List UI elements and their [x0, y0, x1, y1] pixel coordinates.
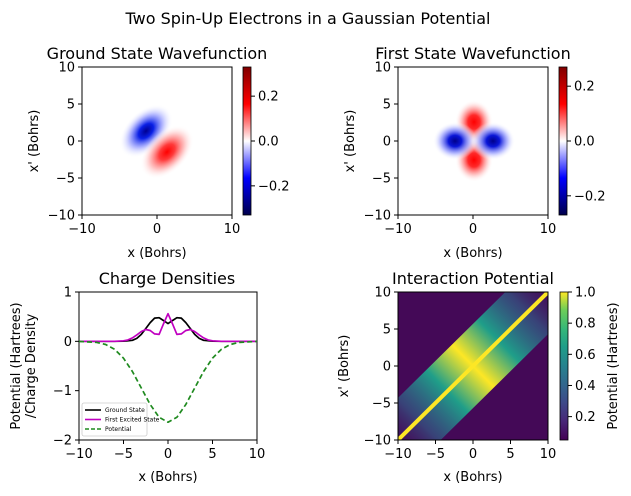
x-tick-label: 0 [153, 222, 161, 237]
panel-title: First State Wavefunction [375, 44, 570, 63]
panel-interaction-potential: Interaction Potential −10 −5 0 5 10 −10 −5 0 5 10… [337, 269, 621, 485]
y-tick-label: 0 [383, 360, 391, 375]
axes-ticks: −10 −5 0 5 10−2−101 [53, 286, 265, 463]
colorbar-tick-label: −0.2 [258, 179, 290, 194]
colorbar-tick-label: 0.2 [258, 90, 279, 105]
y-tick-label: −5 [372, 397, 391, 412]
negative-lobe-right [471, 122, 515, 160]
y-axis-label: x' (Bohrs) [27, 110, 42, 173]
panel-title: Ground State Wavefunction [47, 44, 268, 63]
colorbar-tick-label: 0.8 [575, 317, 596, 332]
axes-ticks: −10 0 10 −10 −5 0 5 10 [48, 61, 241, 238]
y-tick-label: 5 [383, 323, 391, 338]
y-axis-label-line-2: /Charge Density [24, 313, 39, 418]
colorbar-ticks: 0.2 0.4 0.6 0.8 1.0 [568, 286, 596, 425]
colorbar-label: Potential (Hartrees) [606, 302, 621, 429]
legend-label: First Excited State [105, 417, 160, 424]
y-tick-label: −10 [48, 209, 75, 224]
series-line [78, 340, 258, 424]
colorbar-ticks: −0.2 0.0 0.2 [567, 80, 606, 204]
colorbar [558, 66, 568, 216]
y-tick-label: −2 [53, 434, 72, 449]
wavefunction-image [119, 104, 194, 179]
x-tick-label: 5 [208, 447, 216, 462]
colorbar-ticks: −0.2 0.0 0.2 [251, 90, 290, 194]
panel-ground-state: Ground State Wavefunction −10 0 10 −10 −5 0 5 1… [27, 44, 290, 261]
legend-box [81, 402, 148, 437]
x-tick-label: −10 [65, 447, 92, 462]
y-tick-label: 5 [383, 98, 391, 113]
y-tick-label: −10 [364, 434, 391, 449]
positive-lobe [140, 125, 194, 179]
axes-ticks: −10 −5 0 5 10 −10 −5 0 5 10 [364, 286, 557, 463]
x-tick-label: 0 [164, 447, 172, 462]
y-tick-label: 0 [383, 135, 391, 150]
colorbar-tick-label: 0.2 [574, 80, 595, 95]
x-tick-label: 10 [540, 447, 557, 462]
diagonal-ridge-core [398, 292, 548, 440]
x-axis-label: x (Bohrs) [127, 246, 186, 261]
legend-entries: Ground State First Excited State Potential [85, 407, 160, 433]
panel-title: Charge Densities [99, 269, 235, 288]
y-axis-label: x' (Bohrs) [337, 335, 352, 398]
y-tick-label: 0 [67, 135, 75, 150]
negative-lobe-left [433, 122, 477, 160]
line-series [78, 312, 258, 424]
panel-title: Interaction Potential [392, 269, 554, 288]
panel-charge-densities: Charge Densities −10 −5 0 5 10−2−101 x (Bohr… [9, 269, 265, 485]
y-tick-label: 10 [58, 61, 75, 76]
legend-label: Ground State [105, 407, 145, 414]
colorbar [242, 66, 252, 216]
colorbar-tick-label: 0.0 [574, 135, 595, 150]
colorbar [559, 291, 569, 441]
axes-ticks: −10 0 10 −10 −5 0 5 10 [364, 61, 557, 238]
wavefunction-image [433, 100, 515, 182]
y-axis-label: Potential (Hartrees) /Charge Density [9, 302, 39, 429]
potential-image [398, 292, 548, 440]
y-tick-label: −1 [53, 384, 72, 399]
y-tick-label: −5 [372, 172, 391, 187]
colorbar-tick-label: 0.2 [575, 410, 596, 425]
figure-suptitle: Two Spin-Up Electrons in a Gaussian Pote… [125, 9, 491, 28]
colorbar-tick-label: 0.4 [575, 379, 596, 394]
legend: Ground State First Excited State Potential [81, 402, 160, 437]
x-axis-label: x (Bohrs) [443, 470, 502, 485]
y-tick-label: 0 [64, 335, 72, 350]
x-axis-label: x (Bohrs) [443, 246, 502, 261]
y-tick-label: 10 [374, 286, 391, 301]
x-tick-label: 0 [469, 447, 477, 462]
x-tick-label: −10 [68, 222, 95, 237]
y-tick-label: 10 [374, 61, 391, 76]
y-tick-label: −5 [56, 172, 75, 187]
x-tick-label: 10 [540, 222, 557, 237]
x-tick-label: 5 [506, 447, 514, 462]
x-tick-label: −10 [384, 222, 411, 237]
y-axis-label-line-1: Potential (Hartrees) [9, 302, 24, 429]
panel-first-state: First State Wavefunction −10 0 10 −10 −5 0 5 10… [343, 44, 606, 261]
x-tick-label: −5 [426, 447, 445, 462]
x-axis-label: x (Bohrs) [138, 470, 197, 485]
colorbar-tick-label: −0.2 [574, 189, 606, 204]
y-axis-label: x' (Bohrs) [343, 110, 358, 173]
y-tick-label: 1 [64, 286, 72, 301]
x-tick-label: 10 [224, 222, 241, 237]
series-line [79, 312, 257, 343]
series-line [79, 316, 257, 343]
y-tick-label: 5 [67, 98, 75, 113]
x-tick-label: −5 [114, 447, 133, 462]
colorbar-tick-label: 0.6 [575, 348, 596, 363]
x-tick-label: 0 [469, 222, 477, 237]
y-tick-label: −10 [364, 209, 391, 224]
colorbar-tick-label: 0.0 [258, 135, 279, 150]
x-tick-label: 10 [249, 447, 266, 462]
x-tick-label: −10 [384, 447, 411, 462]
colorbar-tick-label: 1.0 [575, 286, 596, 301]
legend-label: Potential [105, 426, 132, 433]
